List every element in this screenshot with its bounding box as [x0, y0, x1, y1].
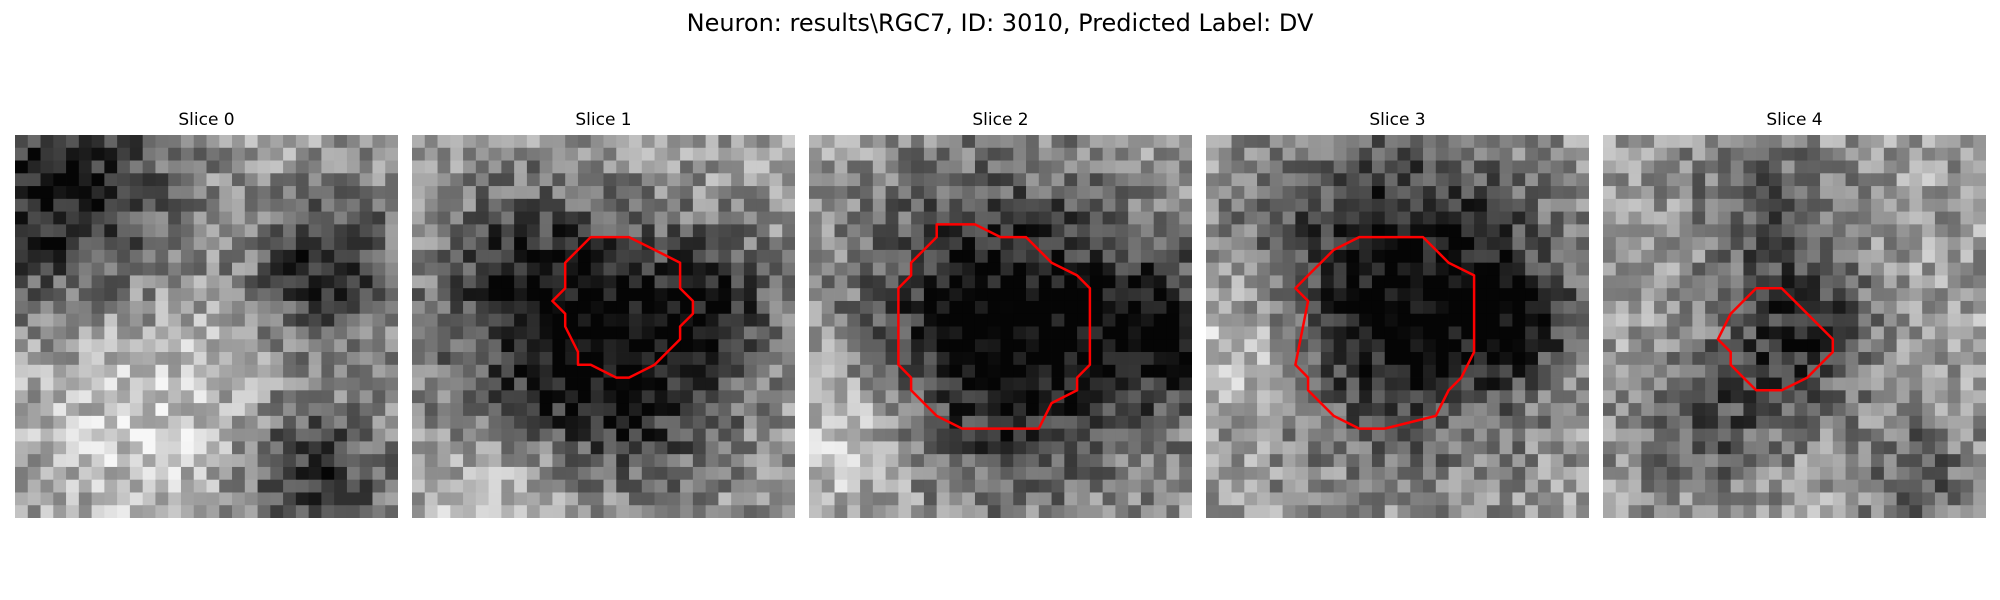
slice-title: Slice 2: [972, 110, 1029, 130]
slice-image: [1206, 135, 1589, 518]
slice-image: [1603, 135, 1986, 518]
slice-title: Slice 1: [575, 110, 632, 130]
segmentation-contour: [551, 235, 695, 379]
slice-title: Slice 0: [178, 110, 235, 130]
slice-title: Slice 3: [1369, 110, 1426, 130]
figure-title: Neuron: results\RGC7, ID: 3010, Predicte…: [686, 9, 1314, 37]
slice-panel-2: Slice 2: [809, 108, 1192, 518]
slice-panel-1: Slice 1: [412, 108, 795, 518]
slice-panel-4: Slice 4: [1603, 108, 1986, 518]
segmentation-contour: [1716, 286, 1835, 392]
slice-image: [15, 135, 398, 518]
slice-image: [412, 135, 795, 518]
slice-image: [809, 135, 1192, 518]
slice-panel-0: Slice 0: [15, 108, 398, 518]
slice-title: Slice 4: [1766, 110, 1823, 130]
segmentation-contour: [897, 223, 1092, 430]
slice-panel-3: Slice 3: [1206, 108, 1589, 518]
segmentation-contour: [1294, 235, 1476, 430]
